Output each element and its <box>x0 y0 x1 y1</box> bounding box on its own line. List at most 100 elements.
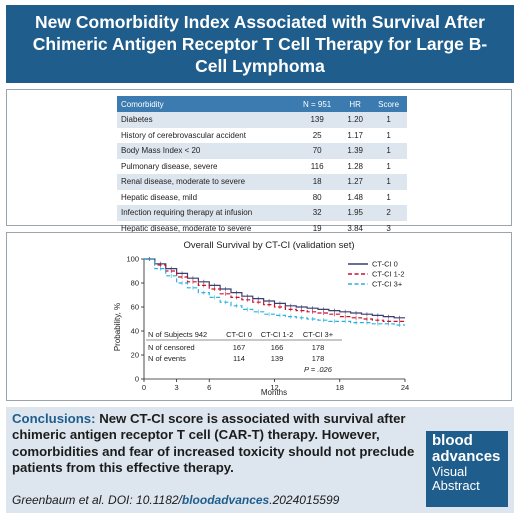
logo-line: blood <box>432 432 473 449</box>
chart-series <box>144 257 406 327</box>
table-cell: 1.28 <box>347 161 363 171</box>
table-cell: 19 <box>312 223 322 233</box>
table-cell: 1 <box>386 130 391 140</box>
chart-inset-table: N of Subjects 942 CT-CI 0 CT-CI 1-2 CT-CI 3… <box>146 330 342 374</box>
table-cell: Renal disease, moderate to severe <box>117 174 295 190</box>
chart-axes: 0 3 6 12 18 24 0 20 40 60 80 100 <box>126 255 409 393</box>
inset-header-cell: CT-CI 1-2 <box>261 330 294 339</box>
table-cell: 1.95 <box>340 205 371 221</box>
column-header: Comorbidity <box>117 96 295 112</box>
table-row: Diabetes 139 1.20 1 <box>117 112 407 128</box>
table-cell: 70 <box>294 143 341 159</box>
page-title: New Comorbidity Index Associated with Su… <box>32 12 488 76</box>
header-banner: New Comorbidity Index Associated with Su… <box>6 5 514 83</box>
table-cell: 1 <box>370 174 407 190</box>
x-tick-label: 18 <box>336 383 344 392</box>
logo-line: Abstract <box>432 478 480 493</box>
inset-header-cell: CT-CI 0 <box>226 330 252 339</box>
inset-cell: N of censored <box>148 343 195 352</box>
conclusions-lead: Conclusions: <box>12 411 96 426</box>
logo-line: advances <box>432 448 501 465</box>
table-row: Hepatic disease, moderate to severe 19 3.8… <box>117 221 407 237</box>
table-cell: 32 <box>294 205 341 221</box>
x-tick-label: 6 <box>207 383 211 392</box>
table-cell: Pulmonary disease, severe <box>121 161 218 171</box>
x-tick-label: 3 <box>175 383 179 392</box>
inset-cell: N of events <box>148 354 186 363</box>
conclusions-body: New CT-CI score is associated with survi… <box>12 411 415 476</box>
table-cell: 2 <box>370 205 407 221</box>
conclusions-text: Conclusions: New CT-CI score is associat… <box>12 411 422 477</box>
table-header-row: Comorbidity N = 951 HR Score <box>117 96 407 112</box>
y-tick-label: 20 <box>131 351 139 360</box>
series-line-1 <box>144 258 405 319</box>
table-row: Renal disease, moderate to severe 18 1.27 1 <box>117 174 407 190</box>
inset-cell: 139 <box>271 354 284 363</box>
y-tick-label: 100 <box>126 255 139 264</box>
citation-prefix: Greenbaum et al. DOI: 10.1182/ <box>12 493 182 507</box>
table-cell: Hepatic disease, moderate to severe <box>121 223 252 233</box>
column-header: HR <box>340 96 371 112</box>
table-cell: 3.84 <box>347 223 363 233</box>
inset-cell: 166 <box>271 343 284 352</box>
y-tick-label: 60 <box>131 303 139 312</box>
table-cell: 80 <box>312 192 322 202</box>
series-line-3 <box>144 258 405 326</box>
table-cell: History of cerebrovascular accident <box>121 130 246 140</box>
table-cell: Diabetes <box>117 112 295 128</box>
table-cell: 116 <box>310 161 324 171</box>
x-tick-label: 12 <box>270 383 278 392</box>
comorbidity-table: Comorbidity N = 951 HR Score Diabetes 139… <box>117 96 407 236</box>
inset-header-cell: CT-CI 3+ <box>303 330 334 339</box>
citation-journal: bloodadvances <box>181 493 270 507</box>
series-line-2 <box>144 258 406 323</box>
x-tick-label: 24 <box>401 383 409 392</box>
legend-label: CT-CI 1-2 <box>372 270 405 279</box>
survival-chart-panel: Overall Survival by CT-CI (validation se… <box>6 232 512 401</box>
citation-suffix: .2024015599 <box>269 493 340 507</box>
inset-cell: 178 <box>312 343 325 352</box>
table-row: Body Mass Index < 20 70 1.39 1 <box>117 143 407 159</box>
legend-label: CT-CI 0 <box>372 260 398 269</box>
table-cell: 1 <box>370 112 407 128</box>
table-cell: 1.27 <box>340 174 371 190</box>
citation: Greenbaum et al. DOI: 10.1182/bloodadvan… <box>12 493 339 507</box>
inset-cell: 178 <box>312 354 325 363</box>
table-row: Pulmonary disease, severe 116 1.28 1 <box>117 159 407 175</box>
logo-line: Visual <box>432 464 468 479</box>
table-cell: 1 <box>370 143 407 159</box>
comorbidity-table-panel: Comorbidity N = 951 HR Score Diabetes 139… <box>6 89 512 233</box>
inset-cell: 167 <box>233 343 246 352</box>
y-tick-label: 80 <box>131 279 139 288</box>
journal-logo: blood advances Visual Abstract <box>426 431 508 507</box>
table-row: Infection requiring therapy at infusion 3… <box>117 205 407 221</box>
table-cell: 1.20 <box>340 112 371 128</box>
x-tick-label: 0 <box>142 383 146 392</box>
table-cell: 139 <box>294 112 341 128</box>
table-cell: Hepatic disease, mild <box>121 192 198 202</box>
column-header: Score <box>370 96 407 112</box>
table-cell: 1.17 <box>347 130 363 140</box>
table-cell: Body Mass Index < 20 <box>117 143 295 159</box>
column-header: N = 951 <box>294 96 341 112</box>
inset-cell: 114 <box>233 354 245 363</box>
table-cell: 18 <box>294 174 341 190</box>
y-axis-label: Probability, % <box>113 303 122 351</box>
chart-title: Overall Survival by CT-CI (validation se… <box>183 240 354 251</box>
table-cell: 1.39 <box>340 143 371 159</box>
y-tick-label: 0 <box>135 375 139 384</box>
legend-label: CT-CI 3+ <box>372 280 403 289</box>
y-tick-label: 40 <box>131 327 139 336</box>
p-value: P = .026 <box>304 365 333 374</box>
table-cell: 1 <box>386 161 391 171</box>
table-cell: 25 <box>312 130 322 140</box>
table-row: Hepatic disease, mild 80 1.48 1 <box>117 190 407 206</box>
table-row: History of cerebrovascular accident 25 1.1… <box>117 128 407 144</box>
chart-legend: CT-CI 0CT-CI 1-2CT-CI 3+ <box>348 260 405 289</box>
table-cell: 1.48 <box>347 192 363 202</box>
table-cell: 3 <box>386 223 391 233</box>
table-cell: 1 <box>386 192 391 202</box>
table-cell: Infection requiring therapy at infusion <box>117 205 295 221</box>
conclusions-box: Conclusions: New CT-CI score is associat… <box>6 407 514 513</box>
